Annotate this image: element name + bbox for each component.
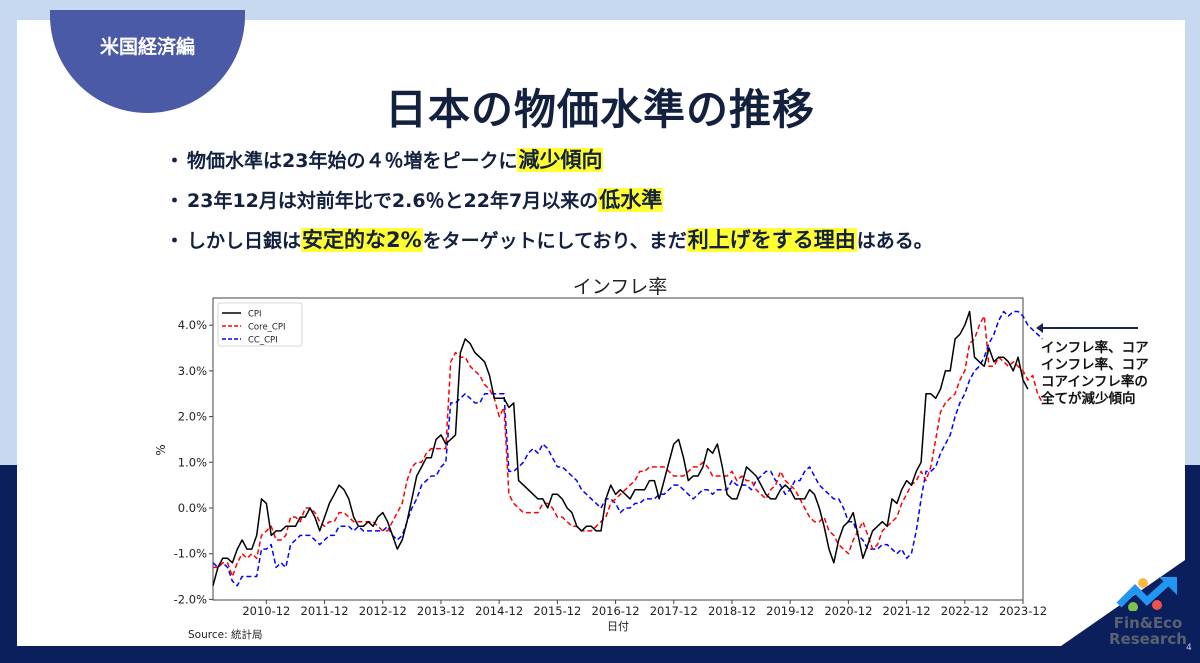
highlight-text: 利上げをする理由 [686, 228, 857, 252]
legend-label: CPI [248, 310, 262, 320]
logo-text-line1: Fin&Eco [1113, 614, 1183, 632]
x-tick-label: 2016-12 [592, 604, 640, 618]
bullet-text: はある。 [856, 230, 933, 252]
y-tick-label: 1.0% [178, 455, 207, 469]
y-tick-label: -1.0% [174, 547, 207, 561]
x-tick-label: 2022-12 [941, 604, 989, 618]
x-tick-label: 2010-12 [242, 604, 290, 618]
y-axis-label: % [154, 444, 168, 455]
x-tick-label: 2018-12 [708, 604, 756, 618]
series-line-cpi [212, 310, 1029, 586]
section-badge-label: 米国経済編 [99, 36, 195, 58]
logo-text-line2: Research [1109, 630, 1187, 648]
x-axis-label: 日付 [607, 620, 629, 633]
highlight-text: 減少傾向 [517, 148, 604, 172]
bullet-item: ・しかし日銀は安定的な2%をターゲットにしており、まだ利上げをする理由はある。 [165, 223, 933, 263]
series-line-core-cpi [213, 315, 1044, 578]
legend-label: Core_CPI [248, 323, 286, 333]
bullet-text: しかし日銀は [187, 230, 302, 252]
bullet-text: 物価水準は23年始の４％増をピークに [187, 150, 518, 172]
legend-label: CC_CPI [248, 336, 278, 346]
x-tick-label: 2012-12 [359, 604, 407, 618]
series-line-cc-cpi [212, 310, 1043, 587]
x-tick-label: 2013-12 [417, 604, 465, 618]
bullet-item: ・物価水準は23年始の４％増をピークに減少傾向 [165, 143, 933, 183]
x-tick-label: 2015-12 [533, 604, 581, 618]
brand-logo: Fin&Eco Research [1108, 575, 1188, 647]
x-tick-label: 2014-12 [475, 604, 523, 618]
bullet-dot: ・ [165, 190, 185, 212]
x-tick-label: 2021-12 [883, 604, 931, 618]
bullet-text: をターゲットにしており、まだ [422, 230, 687, 252]
annotation-note: インフレ率、コアインフレ率、コアコアインフレ率の全てが減少傾向 [1041, 340, 1149, 407]
y-tick-label: 0.0% [178, 501, 207, 515]
x-tick-label: 2020-12 [824, 604, 872, 618]
chart-title: インフレ率 [572, 276, 668, 298]
highlight-text: 低水準 [598, 188, 664, 212]
trend-arrow-icon [1116, 577, 1177, 612]
y-tick-label: 4.0% [178, 318, 207, 332]
x-tick-label: 2017-12 [650, 604, 698, 618]
bullet-text: 23年12月は対前年比で2.6％と22年7月以来の [187, 190, 599, 212]
y-tick-label: 2.0% [178, 410, 207, 424]
page-title: 日本の物価水準の推移 [384, 85, 815, 134]
y-tick-label: 3.0% [178, 364, 207, 378]
slide-card [17, 20, 1185, 646]
x-tick-label: 2023-12 [999, 604, 1047, 618]
page-number: 4 [1186, 643, 1192, 653]
y-tick-label: -2.0% [174, 592, 207, 606]
plot-frame [212, 297, 1024, 601]
bullet-list: ・物価水準は23年始の４％増をピークに減少傾向 ・ 23年12月は対前年比で2.6… [165, 143, 933, 263]
source-note: Source: 統計局 [188, 628, 262, 641]
left-arrow-icon [1036, 323, 1138, 333]
bullet-item: ・ 23年12月は対前年比で2.6％と22年7月以来の低水準 [165, 183, 933, 223]
x-tick-label: 2019-12 [766, 604, 814, 618]
bullet-dot: ・ [165, 230, 185, 252]
bullet-dot: ・ [165, 150, 185, 172]
highlight-text: 安定的な2% [301, 228, 423, 252]
x-tick-label: 2011-12 [301, 604, 349, 618]
